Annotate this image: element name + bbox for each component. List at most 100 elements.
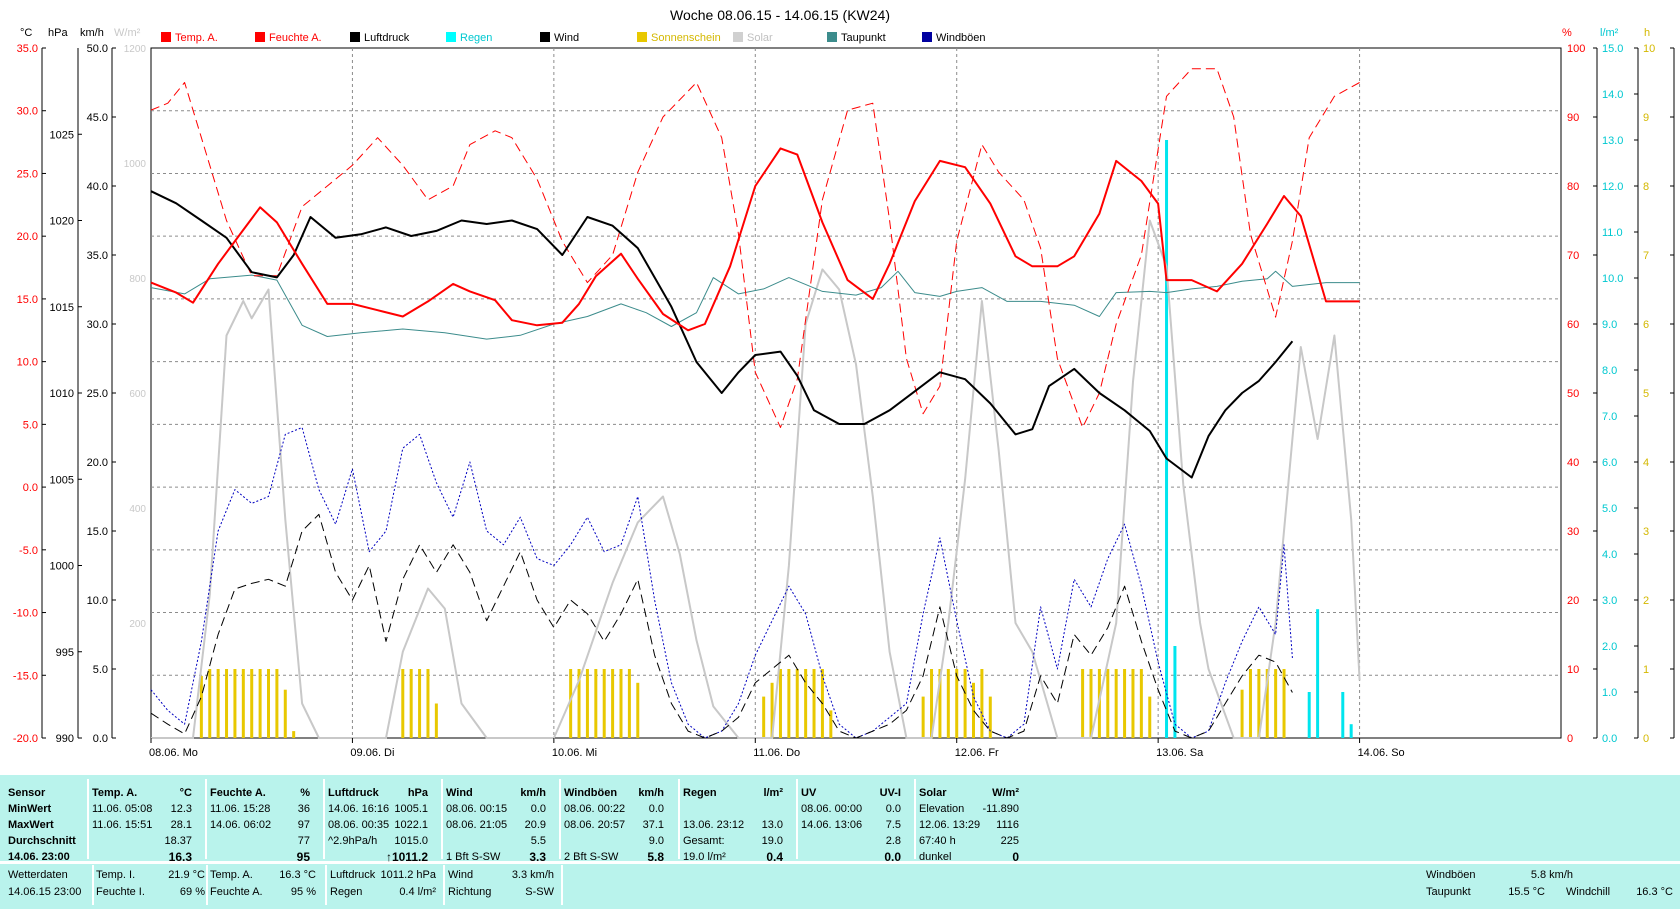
sensor-row-label: Durchschnitt	[8, 835, 76, 847]
x-axis-label: 12.06. Fr	[955, 747, 999, 759]
right-axes: 100908070605040302010015.014.013.012.011…	[1562, 27, 1675, 745]
stat-cell-value: 77	[297, 835, 310, 847]
sunshine-bar	[1265, 669, 1269, 738]
footer-windchill-value: 16.3 °C	[1636, 886, 1673, 898]
sun-axis-tick-label: 9	[1643, 112, 1649, 124]
stat-cell-value: 1015.0	[394, 835, 428, 847]
stat-cell-value: 28.1	[170, 819, 192, 831]
pressure-axis-tick-label: 1015	[50, 302, 74, 314]
sun-axis-tick-label: 3	[1643, 526, 1649, 538]
sunshine-bar	[258, 669, 262, 738]
solar-axis-tick-label: 1000	[124, 159, 147, 170]
rain-axis-tick-label: 9.0	[1602, 319, 1617, 331]
stat-cell-value: 20.9	[524, 819, 546, 831]
footer-wetterdaten-value: 14.06.15 23:00	[8, 886, 82, 898]
temp-axis-tick-label: -15.0	[13, 670, 38, 682]
rain-axis-tick-label: 7.0	[1602, 411, 1617, 423]
stat-cell-label: 08.06. 00:00	[801, 803, 863, 815]
rain-bar	[1316, 609, 1320, 738]
sunshine-bar	[955, 669, 959, 738]
sunshine-bar	[1089, 669, 1093, 738]
footer-divider	[561, 865, 563, 905]
stat-cell-value: 16.3	[168, 850, 192, 864]
sunshine-bar	[762, 696, 766, 738]
solar-axis-tick-label: 1200	[124, 44, 147, 55]
footer-feuchte_a-value: 95 %	[290, 886, 316, 898]
rain-axis-tick-label: 15.0	[1602, 43, 1623, 55]
footer-divider	[443, 865, 445, 905]
humidity-axis-tick-label: 0	[1567, 733, 1573, 745]
stat-column-title: Windböen	[564, 787, 618, 799]
stat-column-unit: %	[300, 787, 310, 799]
sensor-row-label: MaxWert	[8, 819, 54, 831]
temp-axis-tick-label: -20.0	[13, 733, 38, 745]
sunshine-bar	[619, 669, 623, 738]
humidity-line	[150, 68, 1360, 428]
temp-axis-tick-label: 0.0	[23, 482, 38, 494]
sunshine-bar	[812, 669, 816, 738]
temp-axis-tick-label: 20.0	[17, 231, 38, 243]
chart-legend: Temp. A. Feuchte A. Luftdruck Regen Wind Sonn…	[161, 32, 986, 44]
solar-axis-tick-label: 400	[129, 504, 146, 515]
footer-richtung-value: S-SW	[525, 886, 554, 898]
sunshine-bar	[233, 669, 237, 738]
stat-cell-label: 67:40 h	[919, 835, 956, 847]
stat-cell-label: 08.06. 00:15	[446, 803, 508, 815]
sunshine-bar	[1139, 669, 1143, 738]
sunshine-bar	[409, 669, 413, 738]
stat-cell-label: Elevation	[919, 803, 965, 815]
sunshine-bar	[292, 731, 296, 738]
sun-axis-tick-label: 8	[1643, 181, 1649, 193]
pressure-axis-tick-label: 990	[56, 733, 74, 745]
sun-axis-tick-label: 0	[1643, 733, 1649, 745]
footer-wind-value: 3.3 km/h	[511, 869, 554, 881]
footer-windchill-label: Windchill	[1566, 886, 1611, 898]
sunshine-bar	[569, 669, 573, 738]
stat-cell-value: 0.0	[530, 803, 546, 815]
x-axis-labels: 08.06. Mo 09.06. Di 10.06. Mi 11.06. Do 12.0…	[149, 738, 1405, 759]
sunshine-bar	[216, 669, 220, 738]
stat-column-unit: °C	[179, 787, 192, 799]
solar-line	[151, 219, 1361, 739]
rain-axis-tick-label: 1.0	[1602, 687, 1617, 699]
sunshine-bar	[804, 669, 808, 738]
humidity-axis-tick-label: 90	[1567, 112, 1579, 124]
temp-axis-tick-label: 10.0	[17, 357, 38, 369]
stat-cell-value: 7.5	[885, 819, 901, 831]
wind-axis-tick-label: 0.0	[93, 733, 108, 745]
x-axis-label: 13.06. Sa	[1156, 747, 1204, 759]
column-divider	[678, 779, 680, 859]
sunshine-bar	[585, 669, 589, 738]
humidity-axis-tick-label: 80	[1567, 181, 1579, 193]
humidity-axis-tick-label: 100	[1567, 43, 1585, 55]
stat-cell-value: 19.0	[761, 835, 783, 847]
footer-divider	[206, 865, 208, 905]
stat-cell-label: 2 Bft S-SW	[564, 851, 619, 863]
footer-temp_a-value: 16.3 °C	[279, 869, 316, 881]
sun-axis-tick-label: 4	[1643, 457, 1649, 469]
stat-cell-value: ↑1011.2	[385, 850, 428, 864]
temp-axis-tick-label: -5.0	[19, 545, 38, 557]
solar-axis-tick-label: 600	[129, 389, 146, 400]
stat-cell-value: 18.37	[164, 835, 192, 847]
stat-cell-label: 08.06. 20:57	[564, 819, 626, 831]
stat-cell-value: 9.0	[648, 835, 664, 847]
stat-cell-value: 2.8	[885, 835, 901, 847]
sunshine-bar	[921, 696, 925, 738]
legend-swatch	[255, 32, 265, 42]
stat-cell-label: 1 Bft S-SW	[446, 851, 501, 863]
legend-label: Taupunkt	[841, 32, 886, 44]
footer-taupunkt-value: 15.5 °C	[1508, 886, 1545, 898]
sunshine-bar	[636, 682, 640, 738]
sensor-row-label: 14.06. 23:00	[8, 851, 70, 863]
dewpoint-line	[150, 270, 1360, 340]
x-axis-label: 09.06. Di	[350, 747, 394, 759]
rain-axis-tick-label: 6.0	[1602, 457, 1617, 469]
rain-axis-tick-label: 11.0	[1602, 227, 1623, 239]
rain-axis-tick-label: 13.0	[1602, 135, 1623, 147]
sunshine-bar	[241, 669, 245, 738]
legend-swatch	[827, 32, 837, 42]
stat-cell-label: 11.06. 05:08	[92, 803, 153, 815]
pressure-axis-tick-label: 1000	[50, 561, 74, 573]
sunshine-bar	[594, 669, 598, 738]
